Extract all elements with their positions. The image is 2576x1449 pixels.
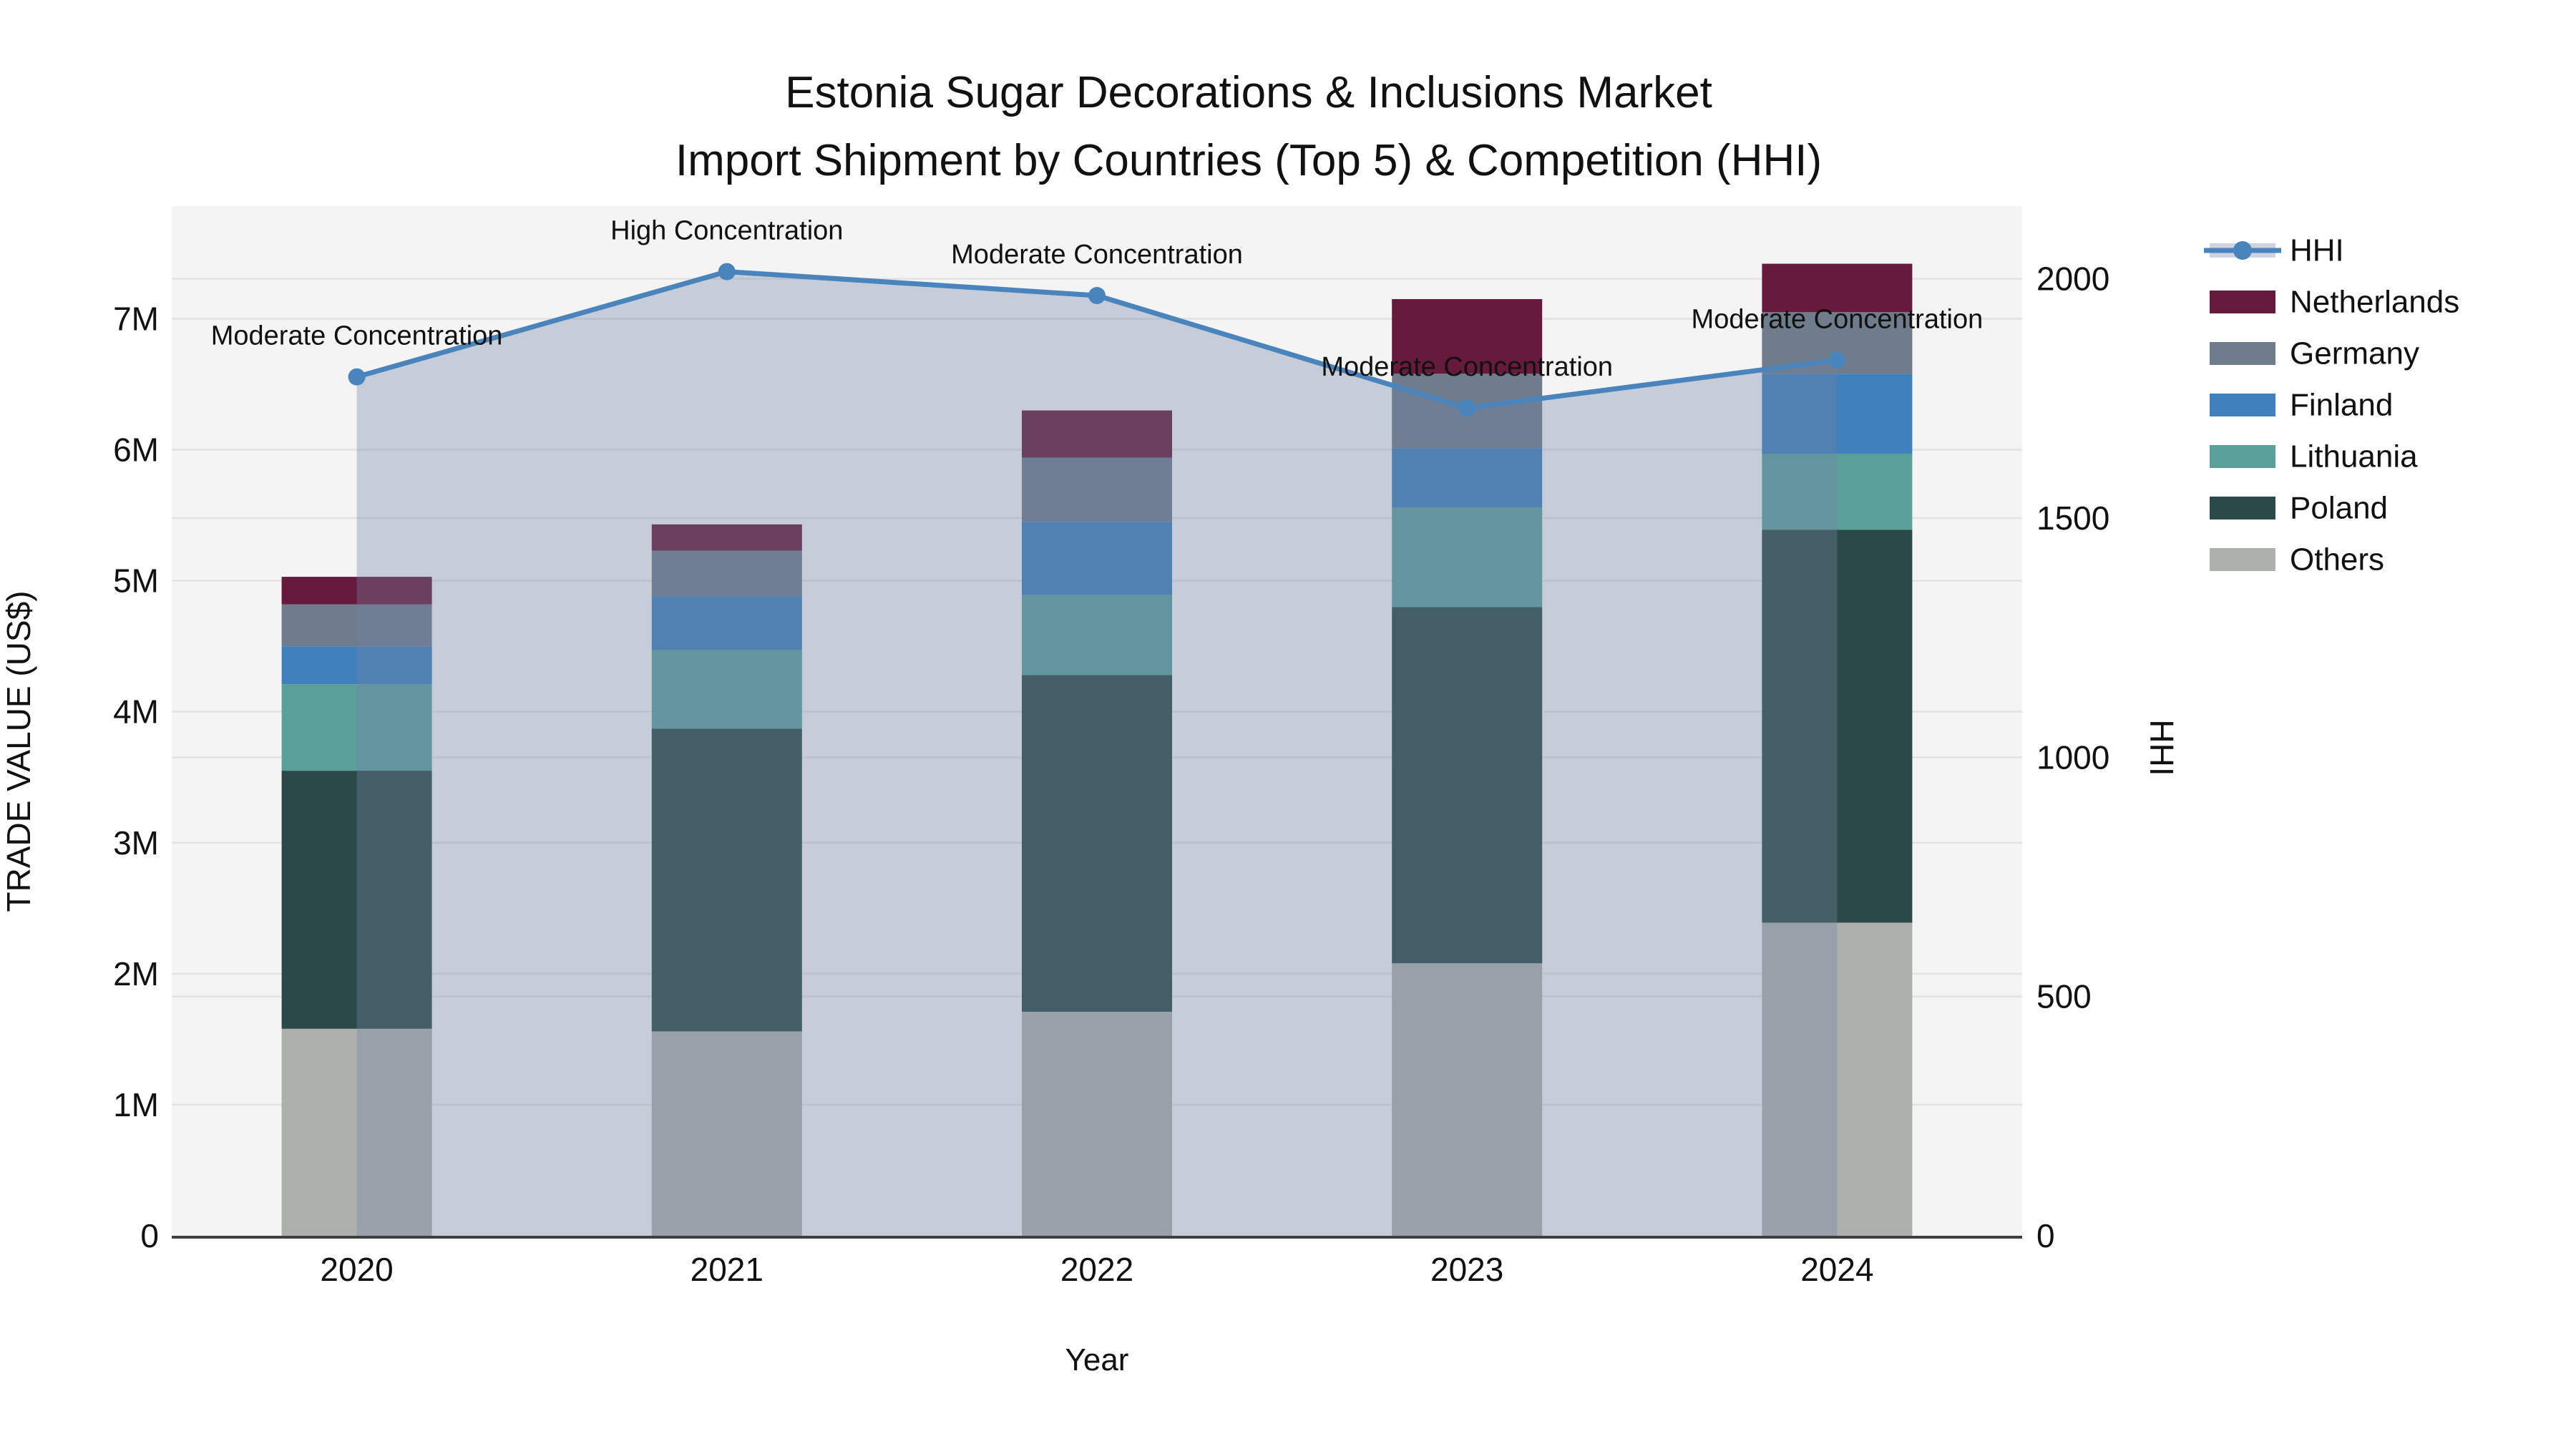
legend-label: HHI	[2290, 233, 2344, 268]
annotation-2021: High Concentration	[610, 216, 843, 246]
hhi-markers	[348, 263, 1846, 417]
y-left-axis-title: TRADE VALUE (US$)	[0, 590, 37, 912]
legend-item-poland[interactable]: Poland	[2210, 491, 2388, 526]
x-tick-labels: 2020 2021 2022 2023 2024	[320, 1251, 1873, 1288]
annotation-2020: Moderate Concentration	[211, 321, 503, 351]
legend-hhi-marker-icon	[2233, 241, 2252, 260]
y-left-tick: 1M	[113, 1086, 159, 1123]
y-right-tick: 1000	[2036, 738, 2109, 776]
annotation-2024: Moderate Concentration	[1692, 304, 1984, 334]
bar-segment-netherlands[interactable]	[1762, 263, 1913, 313]
left-tick-labels: 0 1M 2M 3M 4M 5M 6M 7M	[113, 300, 159, 1254]
y-left-tick: 2M	[113, 955, 159, 992]
legend-label: Others	[2290, 542, 2384, 577]
legend-swatch-icon	[2210, 291, 2275, 313]
bar-segment-finland[interactable]	[1762, 374, 1913, 454]
bar-segment-netherlands[interactable]	[1392, 298, 1543, 374]
x-tick-2024: 2024	[1800, 1251, 1873, 1288]
bar-segment-lithuania[interactable]	[1762, 454, 1913, 530]
bar-segment-lithuania[interactable]	[281, 684, 432, 771]
y-right-tick: 2000	[2036, 260, 2109, 298]
bar-segment-lithuania[interactable]	[651, 650, 802, 729]
bar-segment-finland[interactable]	[281, 646, 432, 685]
legend: HHI Netherlands Germany Finland Lithuania Pol…	[2204, 233, 2459, 577]
bar-segment-others[interactable]	[281, 1028, 432, 1236]
bar-segment-lithuania[interactable]	[1022, 595, 1172, 675]
bar-segment-poland[interactable]	[1762, 530, 1913, 923]
bar-segment-others[interactable]	[651, 1031, 802, 1236]
legend-item-lithuania[interactable]: Lithuania	[2210, 439, 2418, 474]
hhi-marker-2024[interactable]	[1828, 351, 1846, 369]
chart-title-line1: Estonia Sugar Decorations & Inclusions M…	[785, 68, 1712, 117]
legend-item-finland[interactable]: Finland	[2210, 388, 2393, 423]
bar-2020	[281, 577, 432, 1236]
hhi-marker-2020[interactable]	[348, 368, 366, 386]
bar-segment-netherlands[interactable]	[281, 577, 432, 605]
hhi-marker-2021[interactable]	[718, 263, 736, 280]
annotation-2022: Moderate Concentration	[951, 240, 1243, 270]
legend-item-germany[interactable]: Germany	[2210, 336, 2419, 371]
legend-label: Germany	[2290, 336, 2419, 371]
legend-swatch-icon	[2210, 445, 2275, 468]
legend-label: Netherlands	[2290, 285, 2459, 320]
x-tick-2022: 2022	[1060, 1251, 1133, 1288]
bar-segment-germany[interactable]	[281, 604, 432, 647]
y-right-axis-title: HHI	[2143, 719, 2180, 776]
bar-segment-finland[interactable]	[1022, 522, 1172, 595]
legend-item-hhi[interactable]: HHI	[2204, 233, 2344, 268]
hhi-marker-2022[interactable]	[1088, 287, 1106, 305]
bar-segment-poland[interactable]	[281, 771, 432, 1029]
bar-2023	[1392, 298, 1543, 1236]
bar-2021	[651, 524, 802, 1236]
hhi-area-fill	[356, 271, 1838, 1236]
legend-swatch-icon	[2210, 394, 2275, 416]
bar-segment-others[interactable]	[1392, 963, 1543, 1236]
legend-item-others[interactable]: Others	[2210, 542, 2384, 577]
y-left-tick: 4M	[113, 693, 159, 731]
legend-swatch-icon	[2210, 548, 2275, 571]
bar-segment-poland[interactable]	[651, 728, 802, 1032]
legend-swatch-icon	[2210, 497, 2275, 519]
chart-title-line2: Import Shipment by Countries (Top 5) & C…	[675, 136, 1822, 185]
y-left-tick: 3M	[113, 824, 159, 862]
bar-segment-netherlands[interactable]	[1022, 410, 1172, 458]
y-right-tick: 0	[2036, 1217, 2055, 1254]
bar-segment-finland[interactable]	[1392, 448, 1543, 508]
bar-segment-others[interactable]	[1022, 1011, 1172, 1236]
bar-segment-poland[interactable]	[1022, 675, 1172, 1012]
bar-segment-poland[interactable]	[1392, 607, 1543, 964]
legend-label: Lithuania	[2290, 439, 2418, 474]
bar-segment-germany[interactable]	[1022, 457, 1172, 522]
bar-segment-finland[interactable]	[651, 596, 802, 650]
bars	[281, 263, 1913, 1236]
legend-label: Poland	[2290, 491, 2388, 526]
bar-2022	[1022, 410, 1172, 1236]
y-right-tick: 500	[2036, 978, 2092, 1015]
x-axis-title: Year	[1065, 1342, 1129, 1377]
x-tick-2020: 2020	[320, 1251, 393, 1288]
y-left-tick: 7M	[113, 300, 159, 337]
bar-segment-others[interactable]	[1762, 922, 1913, 1236]
legend-swatch-icon	[2210, 342, 2275, 365]
y-left-tick: 5M	[113, 562, 159, 600]
annotations: Moderate Concentration High Concentration…	[211, 216, 1983, 383]
bar-segment-netherlands[interactable]	[651, 524, 802, 551]
y-left-tick: 6M	[113, 431, 159, 469]
bar-segment-germany[interactable]	[651, 550, 802, 597]
y-right-tick: 1500	[2036, 499, 2109, 537]
legend-label: Finland	[2290, 388, 2393, 423]
right-tick-labels: 0 500 1000 1500 2000	[2036, 260, 2109, 1254]
x-tick-2021: 2021	[691, 1251, 763, 1288]
bar-segment-lithuania[interactable]	[1392, 507, 1543, 608]
hhi-marker-2023[interactable]	[1458, 399, 1476, 417]
annotation-2023: Moderate Concentration	[1321, 352, 1613, 382]
legend-item-netherlands[interactable]: Netherlands	[2210, 285, 2459, 320]
x-tick-2023: 2023	[1430, 1251, 1503, 1288]
y-left-tick: 0	[140, 1217, 159, 1254]
bar-2024	[1762, 263, 1913, 1236]
